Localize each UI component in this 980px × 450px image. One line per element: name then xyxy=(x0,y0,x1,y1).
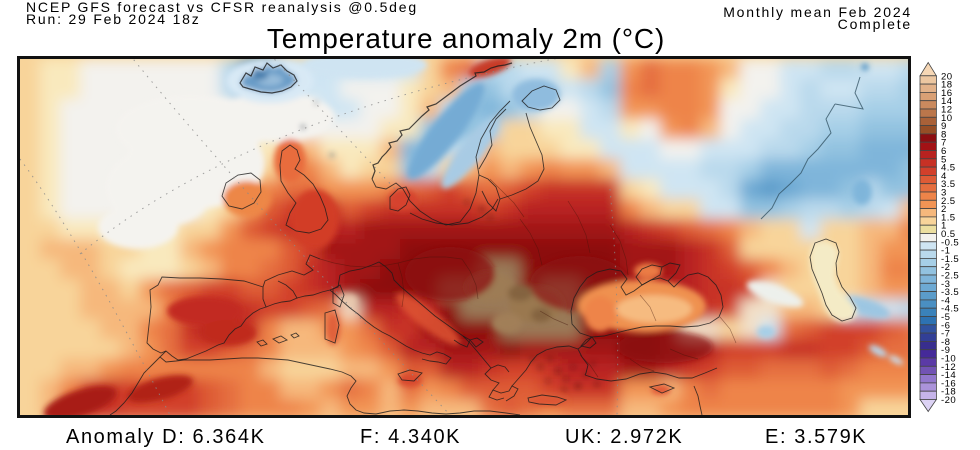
svg-text:1: 1 xyxy=(941,221,947,232)
svg-text:9: 9 xyxy=(941,121,947,132)
svg-text:-2: -2 xyxy=(941,262,950,273)
svg-text:-4.5: -4.5 xyxy=(941,304,959,315)
svg-text:-8: -8 xyxy=(941,337,950,348)
svg-text:1.5: 1.5 xyxy=(941,212,956,223)
svg-text:6: 6 xyxy=(941,146,947,157)
svg-text:4: 4 xyxy=(941,171,947,182)
svg-text:-4: -4 xyxy=(941,295,951,306)
svg-text:5: 5 xyxy=(941,154,947,165)
svg-text:-7: -7 xyxy=(941,329,950,340)
svg-text:-1: -1 xyxy=(941,246,950,257)
svg-text:2.5: 2.5 xyxy=(941,196,956,207)
svg-text:3.5: 3.5 xyxy=(941,179,956,190)
svg-text:-14: -14 xyxy=(941,370,956,381)
svg-text:12: 12 xyxy=(941,105,952,116)
svg-text:2: 2 xyxy=(941,204,947,215)
svg-text:-3.5: -3.5 xyxy=(941,287,959,298)
svg-text:-9: -9 xyxy=(941,345,950,356)
svg-text:16: 16 xyxy=(941,88,952,99)
svg-text:14: 14 xyxy=(941,96,953,107)
svg-text:-5: -5 xyxy=(941,312,950,323)
svg-text:20: 20 xyxy=(941,71,952,82)
svg-text:0.5: 0.5 xyxy=(941,229,956,240)
svg-text:7: 7 xyxy=(941,138,947,149)
svg-text:3: 3 xyxy=(941,188,947,199)
svg-text:18: 18 xyxy=(941,80,952,91)
svg-text:4.5: 4.5 xyxy=(941,163,956,174)
svg-text:-3: -3 xyxy=(941,279,950,290)
svg-text:-0.5: -0.5 xyxy=(941,237,959,248)
svg-text:-18: -18 xyxy=(941,387,956,398)
svg-text:-6: -6 xyxy=(941,320,950,331)
svg-text:-10: -10 xyxy=(941,354,956,365)
svg-text:-12: -12 xyxy=(941,362,956,373)
svg-text:-20: -20 xyxy=(941,395,956,406)
svg-text:-16: -16 xyxy=(941,378,956,389)
svg-text:-2.5: -2.5 xyxy=(941,271,959,282)
svg-text:10: 10 xyxy=(941,113,952,124)
svg-text:8: 8 xyxy=(941,129,947,140)
svg-text:-1.5: -1.5 xyxy=(941,254,959,265)
